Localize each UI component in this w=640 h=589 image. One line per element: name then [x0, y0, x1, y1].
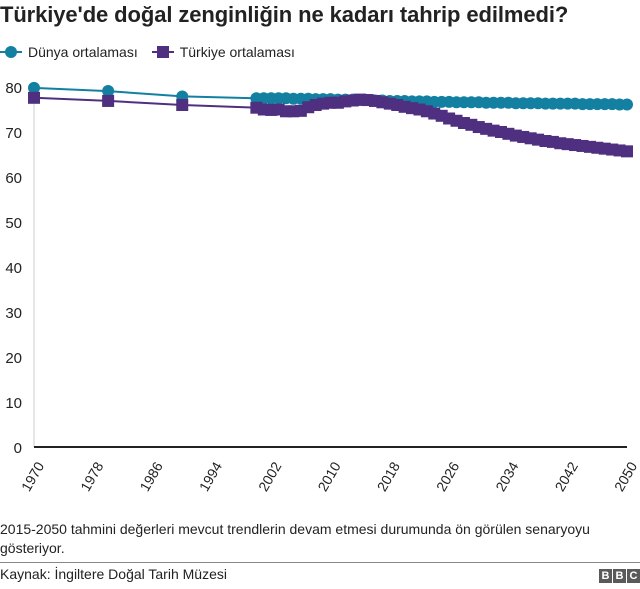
y-tick-label: 80 [5, 80, 22, 97]
line-chart: 0 10 20 30 40 50 60 70 80 1970 1978 1986 1994 2002 201… [5, 80, 640, 494]
bbc-logo: B B C [599, 569, 640, 583]
legend-label-turkey: Türkiye ortalaması [179, 44, 295, 60]
y-tick-label: 0 [14, 440, 22, 457]
circle-marker-icon [0, 46, 22, 58]
square-marker-icon [102, 94, 115, 107]
bbc-logo-c: C [627, 569, 640, 583]
footer-divider [0, 562, 640, 563]
square-marker-icon [487, 124, 500, 137]
x-tick-label: 2026 [433, 459, 463, 494]
chart-note: 2015-2050 tahmini değerleri mevcut trend… [0, 521, 590, 556]
chart-title: Türkiye'de doğal zenginliğin ne kadarı t… [0, 2, 569, 27]
chart-legend: Dünya ortalaması Türkiye ortalaması [0, 44, 309, 60]
source-text: Kaynak: İngiltere Doğal Tarih Müzesi [0, 566, 227, 582]
circle-marker-icon [621, 98, 633, 111]
square-marker-icon [28, 91, 40, 104]
square-marker-icon [621, 145, 633, 158]
y-tick-label: 10 [5, 395, 22, 412]
circle-marker-icon [28, 81, 40, 94]
y-tick-label: 40 [5, 260, 22, 277]
x-tick-label: 1978 [77, 459, 107, 494]
y-tick-label: 20 [5, 350, 22, 367]
legend-item-turkey: Türkiye ortalaması [151, 44, 295, 60]
x-tick-label: 1970 [18, 459, 48, 494]
legend-label-world: Dünya ortalaması [28, 44, 138, 60]
square-marker-icon [151, 46, 174, 58]
x-tick-label: 2002 [255, 459, 285, 494]
square-marker-icon [176, 99, 189, 111]
x-tick-label: 2042 [552, 459, 582, 494]
x-tick-label: 2050 [611, 459, 640, 494]
x-tick-label: 2034 [492, 459, 522, 494]
bbc-logo-b2: B [613, 569, 626, 583]
y-tick-label: 70 [5, 125, 22, 142]
x-tick-label: 1994 [196, 459, 226, 494]
y-tick-label: 30 [5, 305, 22, 322]
x-tick-label: 2010 [314, 459, 344, 494]
x-tick-label: 2018 [374, 459, 404, 494]
bbc-logo-b1: B [599, 569, 612, 583]
circle-marker-icon [102, 85, 115, 98]
y-tick-label: 60 [5, 170, 22, 187]
legend-item-world: Dünya ortalaması [0, 44, 138, 60]
x-tick-label: 1986 [136, 459, 166, 494]
y-tick-label: 50 [5, 215, 22, 232]
